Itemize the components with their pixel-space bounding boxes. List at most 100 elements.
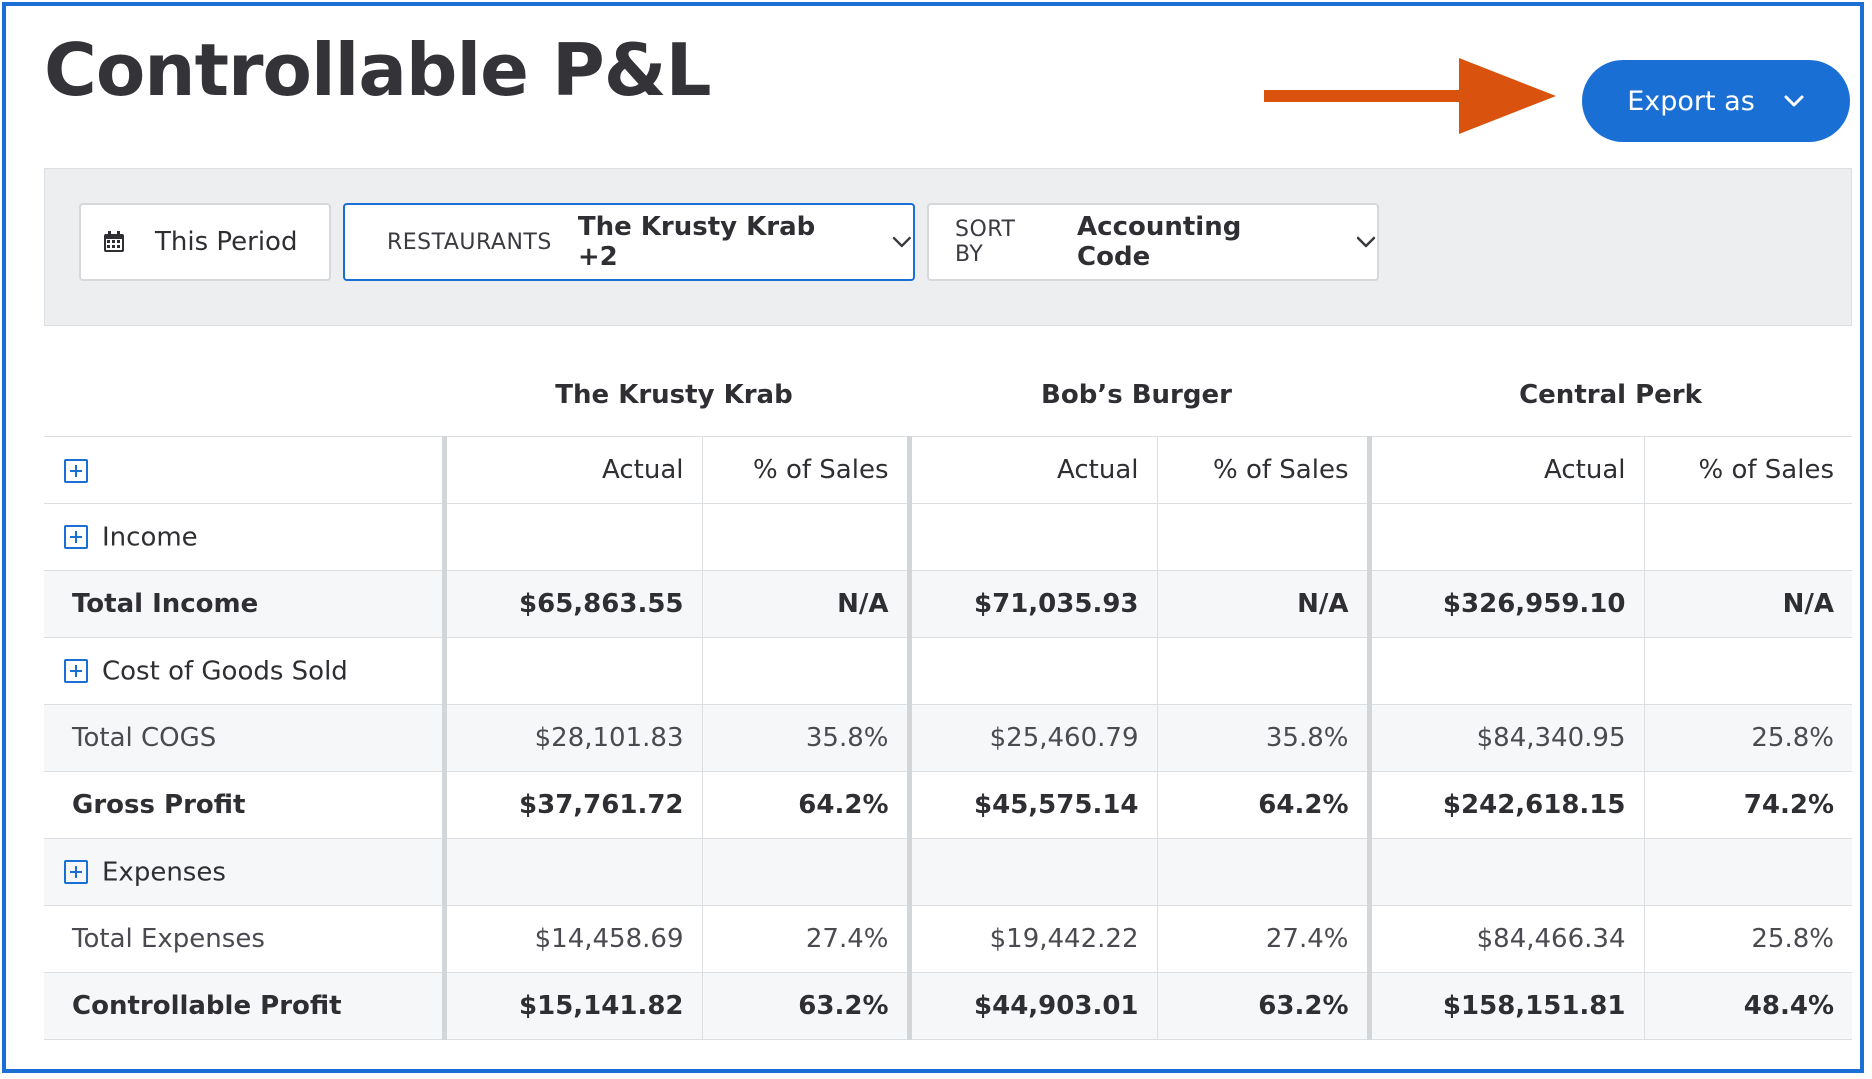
table-cell (906, 637, 1158, 705)
row-label-cell[interactable]: Expenses (44, 838, 445, 906)
table-cell: $44,903.01 (906, 972, 1158, 1040)
column-header: % of Sales (702, 436, 910, 504)
filter-bar: This Period RESTAURANTS The Krusty Krab … (44, 168, 1852, 326)
table-cell (702, 503, 910, 571)
expand-all-cell (44, 436, 445, 504)
expand-icon[interactable] (64, 659, 88, 684)
table-cell (1157, 637, 1370, 705)
chevron-down-icon (893, 236, 912, 248)
table-cell: N/A (1644, 570, 1852, 638)
table-cell (441, 838, 703, 906)
table-cell: 35.8% (702, 704, 910, 772)
table-cell (1366, 503, 1645, 571)
table-row-cogs[interactable]: Cost of Goods Sold (44, 637, 1852, 705)
column-header: Actual (441, 436, 703, 504)
table-cell: 25.8% (1644, 905, 1852, 973)
sort-by-value: Accounting Code (1077, 212, 1242, 272)
table-cell: 35.8% (1157, 704, 1370, 772)
table-cell: 74.2% (1644, 771, 1852, 839)
table-row-income[interactable]: Income (44, 503, 1852, 571)
table-cell (1644, 503, 1852, 571)
row-label: Expenses (102, 857, 226, 888)
restaurants-value: The Krusty Krab +2 (577, 212, 816, 272)
table-cell: N/A (1157, 570, 1370, 638)
restaurants-label: RESTAURANTS (387, 229, 552, 255)
table-header-row: Actual % of Sales Actual % of Sales Actu… (44, 436, 1852, 504)
table-cell: 63.2% (702, 972, 910, 1040)
annotation-arrow (1264, 58, 1556, 134)
sort-by-label: SORT BY (955, 217, 1016, 267)
table-cell: 64.2% (702, 771, 910, 839)
table-cell: $71,035.93 (906, 570, 1158, 638)
table-row-controllable-profit: Controllable Profit $15,141.82 63.2% $44… (44, 972, 1852, 1040)
table-row-gross-profit: Gross Profit $37,761.72 64.2% $45,575.14… (44, 771, 1852, 839)
restaurant-header: The Krusty Krab (555, 380, 793, 410)
table-cell (906, 503, 1158, 571)
table-row-expenses[interactable]: Expenses (44, 838, 1852, 906)
table-cell: N/A (702, 570, 910, 638)
row-label-cell[interactable]: Cost of Goods Sold (44, 637, 445, 705)
table-cell (1157, 838, 1370, 906)
table-row-total-income: Total Income $65,863.55 N/A $71,035.93 N… (44, 570, 1852, 638)
table-cell: 63.2% (1157, 972, 1370, 1040)
export-as-label: Export as (1627, 85, 1755, 117)
export-as-button[interactable]: Export as (1582, 60, 1850, 142)
table-cell: $242,618.15 (1366, 771, 1645, 839)
row-label: Income (102, 522, 198, 553)
column-header: Actual (1366, 436, 1645, 504)
table-cell: 48.4% (1644, 972, 1852, 1040)
pl-table-container: The Krusty Krab Bob’s Burger Central Per… (44, 364, 1852, 1040)
table-cell (441, 637, 703, 705)
row-label: Controllable Profit (44, 972, 445, 1040)
row-label: Total COGS (44, 704, 445, 772)
period-filter[interactable]: This Period (79, 203, 331, 281)
table-cell: $25,460.79 (906, 704, 1158, 772)
table-cell: $84,466.34 (1366, 905, 1645, 973)
table-cell (1157, 503, 1370, 571)
pl-table: Actual % of Sales Actual % of Sales Actu… (44, 436, 1852, 1040)
expand-icon[interactable] (64, 525, 88, 550)
table-cell: $14,458.69 (441, 905, 703, 973)
row-label: Gross Profit (44, 771, 445, 839)
table-cell (441, 503, 703, 571)
expand-icon[interactable] (64, 860, 88, 885)
column-header: Actual (906, 436, 1158, 504)
period-value: This Period (155, 227, 298, 257)
row-label: Total Income (44, 570, 445, 638)
table-cell: $37,761.72 (441, 771, 703, 839)
table-cell: $28,101.83 (441, 704, 703, 772)
table-cell: 25.8% (1644, 704, 1852, 772)
table-cell: $326,959.10 (1366, 570, 1645, 638)
chevron-down-icon (1784, 95, 1804, 107)
table-cell: $65,863.55 (441, 570, 703, 638)
table-cell: 27.4% (1157, 905, 1370, 973)
table-row-total-expenses: Total Expenses $14,458.69 27.4% $19,442.… (44, 905, 1852, 973)
table-cell: $15,141.82 (441, 972, 703, 1040)
page-title: Controllable P&L (44, 28, 711, 112)
restaurant-header: Bob’s Burger (1041, 380, 1232, 410)
row-label-cell[interactable]: Income (44, 503, 445, 571)
table-cell (702, 838, 910, 906)
expand-all-icon[interactable] (64, 458, 88, 483)
table-cell (1644, 637, 1852, 705)
calendar-icon (104, 231, 124, 252)
table-cell: $158,151.81 (1366, 972, 1645, 1040)
row-label: Cost of Goods Sold (102, 656, 348, 687)
table-cell (1366, 838, 1645, 906)
row-label: Total Expenses (44, 905, 445, 973)
table-cell: 27.4% (702, 905, 910, 973)
table-cell (1644, 838, 1852, 906)
chevron-down-icon (1356, 236, 1376, 248)
column-header: % of Sales (1644, 436, 1852, 504)
table-cell: $19,442.22 (906, 905, 1158, 973)
table-cell (1366, 637, 1645, 705)
table-cell: $84,340.95 (1366, 704, 1645, 772)
restaurant-headers: The Krusty Krab Bob’s Burger Central Per… (44, 364, 1852, 436)
restaurant-header: Central Perk (1519, 380, 1702, 410)
table-row-total-cogs: Total COGS $28,101.83 35.8% $25,460.79 3… (44, 704, 1852, 772)
sort-by-filter[interactable]: SORT BY Accounting Code (927, 203, 1379, 281)
table-cell (906, 838, 1158, 906)
restaurants-filter[interactable]: RESTAURANTS The Krusty Krab +2 (343, 203, 915, 281)
table-cell: $45,575.14 (906, 771, 1158, 839)
